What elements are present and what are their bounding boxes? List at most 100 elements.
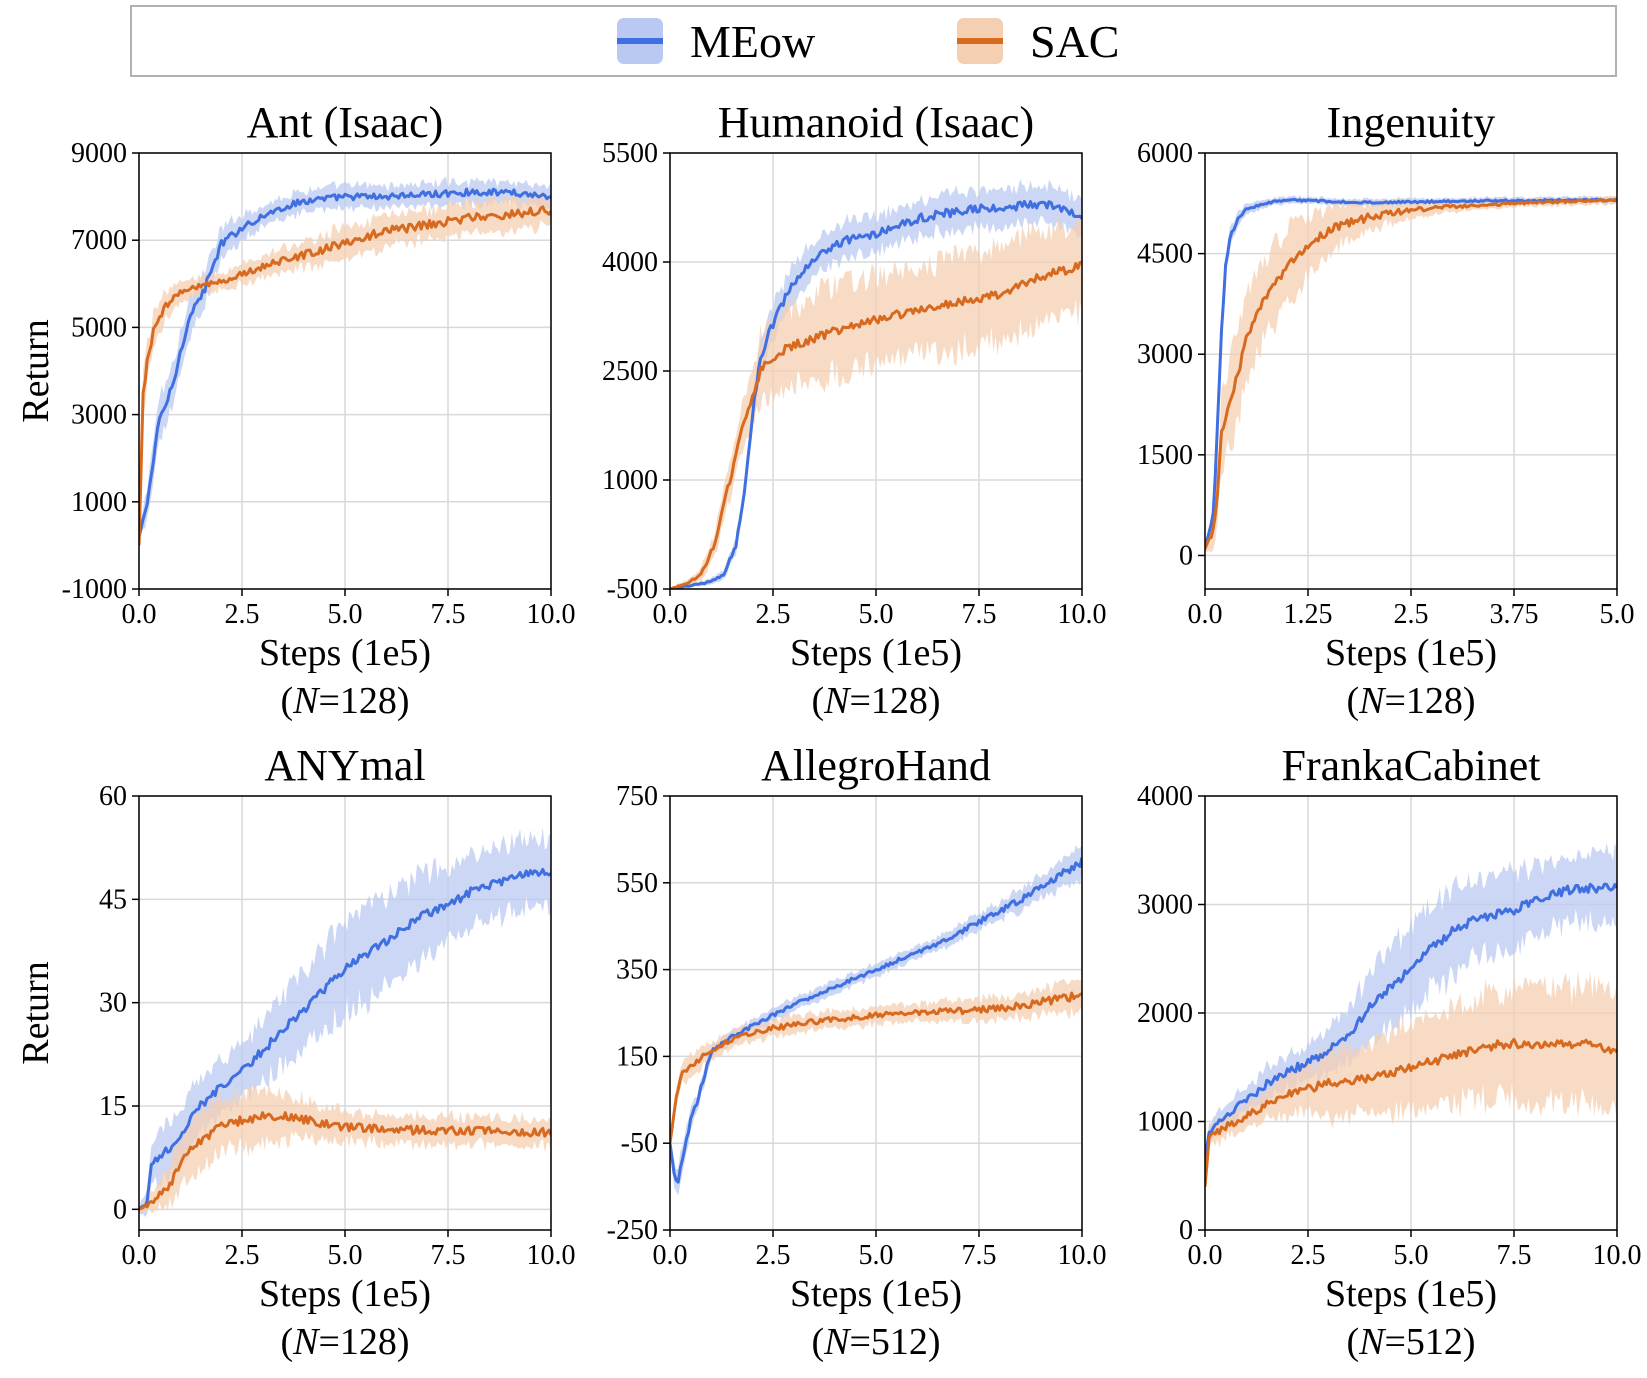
x-axis-label: Steps (1e5) — [1325, 632, 1497, 674]
series-line-sac — [139, 1111, 551, 1211]
y-tick-label: 3000 — [1137, 890, 1193, 921]
y-tick-label: 1500 — [1137, 440, 1193, 471]
x-tick-label: 10.0 — [527, 599, 576, 630]
x-tick-label: 1.25 — [1284, 599, 1333, 630]
n-label: (N=128) — [280, 680, 409, 722]
panel-frankacabinet: 0.0 2.5 5.0 7.5 10.0 0 1000 2000 3000 4000 FrankaC… — [1137, 741, 1642, 1363]
n-label: (N=512) — [1346, 1321, 1475, 1363]
panel-anymal: 0.0 2.5 5.0 7.5 10.0 0 15 30 45 60 ANYmal Steps (1e… — [15, 741, 576, 1363]
y-tick-label: 750 — [616, 781, 658, 812]
x-tick-label: 5.0 — [328, 1240, 363, 1271]
band-sac — [670, 209, 1082, 589]
y-tick-label: 3000 — [71, 400, 127, 431]
y-tick-label: 4000 — [1137, 781, 1193, 812]
x-tick-label: 7.5 — [962, 1240, 997, 1271]
x-tick-label: 7.5 — [1497, 1240, 1532, 1271]
y-tick-label: 350 — [616, 955, 658, 986]
x-tick-label: 2.5 — [756, 599, 791, 630]
y-axis-label: Return — [15, 319, 57, 422]
x-tick-label: 7.5 — [962, 599, 997, 630]
x-axis-label: Steps (1e5) — [790, 1273, 962, 1315]
y-tick-label: 60 — [99, 781, 127, 812]
panel-ingenuity: 0.0 1.25 2.5 3.75 5.0 0 1500 3000 4500 6000 Ingenu… — [1137, 98, 1635, 722]
x-axis-label: Steps (1e5) — [259, 1273, 431, 1315]
x-tick-label: 5.0 — [859, 1240, 894, 1271]
y-tick-label: 5000 — [71, 312, 127, 343]
x-axis-label: Steps (1e5) — [259, 632, 431, 674]
x-tick-label: 0.0 — [653, 1240, 688, 1271]
x-tick-label: 10.0 — [1593, 1240, 1642, 1271]
x-axis-label: Steps (1e5) — [790, 632, 962, 674]
band-sac — [139, 191, 551, 551]
x-tick-label: 2.5 — [225, 599, 260, 630]
band-sac — [670, 978, 1082, 1148]
y-tick-label: 7000 — [71, 225, 127, 256]
x-tick-label: 5.0 — [859, 599, 894, 630]
x-tick-label: 10.0 — [1058, 599, 1107, 630]
y-tick-label: -250 — [607, 1215, 658, 1246]
y-tick-label: 4000 — [602, 247, 658, 278]
x-tick-label: 2.5 — [756, 1240, 791, 1271]
series-line-sac — [1205, 197, 1617, 550]
series-line-meow — [1205, 882, 1617, 1160]
panel-humanoid-isaac: 0.0 2.5 5.0 7.5 10.0 -500 1000 2500 4000 5500 Huma… — [602, 98, 1107, 722]
n-label: (N=128) — [811, 680, 940, 722]
series-line-meow — [670, 199, 1082, 589]
y-tick-label: -500 — [607, 574, 658, 605]
band-sac — [1205, 195, 1617, 553]
series-line-sac — [670, 991, 1082, 1144]
y-tick-label: 6000 — [1137, 138, 1193, 169]
y-tick-label: -50 — [621, 1128, 658, 1159]
x-tick-label: 10.0 — [527, 1240, 576, 1271]
x-tick-label: 2.5 — [1394, 599, 1429, 630]
x-tick-label: 0.0 — [1188, 1240, 1223, 1271]
y-axis-label: Return — [15, 961, 57, 1064]
panel-title: Ant (Isaac) — [247, 98, 444, 147]
x-tick-label: 0.0 — [122, 1240, 157, 1271]
x-tick-label: 7.5 — [431, 1240, 466, 1271]
y-tick-label: 150 — [616, 1041, 658, 1072]
y-tick-label: 30 — [99, 988, 127, 1019]
legend-frame — [130, 5, 1617, 77]
band-meow — [1205, 842, 1617, 1166]
x-axis-label: Steps (1e5) — [1325, 1273, 1497, 1315]
y-tick-label: 15 — [99, 1091, 127, 1122]
series-line-meow — [139, 187, 551, 538]
x-tick-label: 0.0 — [653, 599, 688, 630]
n-label: (N=128) — [1346, 680, 1475, 722]
legend: MEow SAC — [130, 5, 1617, 77]
panel-allegrohand: 0.0 2.5 5.0 7.5 10.0 -250 -50 150 350 550 750 Alleg… — [607, 741, 1107, 1363]
band-sac — [139, 1083, 551, 1213]
x-tick-label: 5.0 — [1600, 599, 1635, 630]
y-tick-label: 4500 — [1137, 239, 1193, 270]
y-tick-label: 0 — [1179, 540, 1193, 571]
series-line-sac — [1205, 1037, 1617, 1187]
legend-sac-label: SAC — [1030, 16, 1119, 67]
y-tick-label: 550 — [616, 868, 658, 899]
n-label: (N=128) — [280, 1321, 409, 1363]
series-line-sac — [139, 205, 551, 546]
x-tick-label: 0.0 — [1188, 599, 1223, 630]
series-line-meow — [670, 857, 1082, 1184]
y-tick-label: 0 — [1179, 1215, 1193, 1246]
x-tick-label: 10.0 — [1058, 1240, 1107, 1271]
y-tick-label: 1000 — [71, 487, 127, 518]
band-sac — [1205, 970, 1617, 1193]
y-tick-label: 2000 — [1137, 998, 1193, 1029]
band-meow — [670, 845, 1082, 1196]
x-tick-label: 2.5 — [1291, 1240, 1326, 1271]
panel-title: Ingenuity — [1327, 98, 1496, 147]
x-tick-label: 5.0 — [328, 599, 363, 630]
panel-title: FrankaCabinet — [1281, 741, 1540, 790]
series-line-meow — [139, 867, 551, 1211]
y-tick-label: 9000 — [71, 138, 127, 169]
x-tick-label: 5.0 — [1394, 1240, 1429, 1271]
y-tick-label: 1000 — [1137, 1107, 1193, 1138]
y-tick-label: 0 — [113, 1194, 127, 1225]
series-line-sac — [670, 260, 1082, 589]
y-tick-label: -1000 — [62, 574, 127, 605]
panel-ant-isaac: 0.0 2.5 5.0 7.5 10.0 -1000 1000 3000 5000 7000 900… — [15, 98, 576, 722]
band-meow — [139, 827, 551, 1218]
y-tick-label: 45 — [99, 884, 127, 915]
